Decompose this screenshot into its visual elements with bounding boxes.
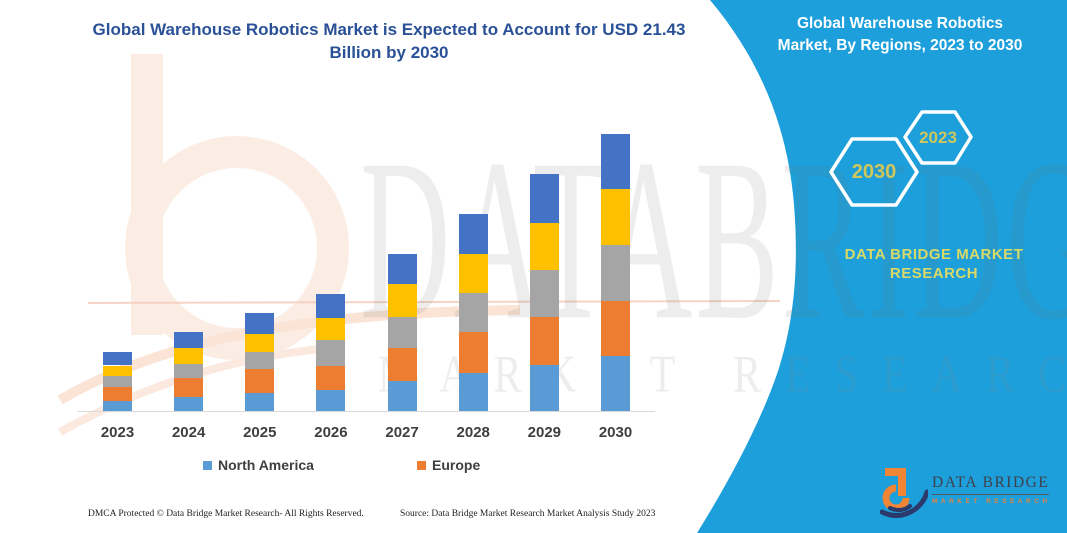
bar-2023-segment-unlabeled-darkblue (103, 352, 132, 366)
bar-2026-segment-Europe (316, 365, 346, 390)
bar-2023-segment-Europe (103, 387, 132, 402)
bar-2027-segment-Europe (387, 347, 417, 382)
band-brand-line1: DATA BRIDGE MARKET (844, 246, 1024, 263)
bar-2026-segment-unlabeled-darkblue (316, 293, 346, 319)
chart-title: Global Warehouse Robotics Market is Expe… (58, 18, 720, 64)
x-tick-2026: 2026 (314, 424, 348, 441)
bar-2024-segment-North America (174, 396, 204, 412)
x-tick-2029: 2029 (527, 424, 562, 441)
band-title-line2: Market, By Regions, 2023 to 2030 (777, 37, 1023, 54)
band-title: Global Warehouse Robotics Market, By Reg… (752, 13, 1048, 57)
bar-2030-segment-unlabeled-gray (601, 245, 630, 302)
bar-2028-segment-North America (458, 372, 488, 412)
bar-2027-segment-unlabeled-yellow (387, 284, 417, 318)
bar-2028-segment-unlabeled-yellow (458, 253, 488, 293)
x-tick-2030: 2030 (598, 424, 633, 441)
logo-b-topbar (885, 468, 906, 476)
bar-2025-segment-North America (245, 392, 275, 412)
legend-swatch-icon (417, 460, 426, 470)
bar-2027-segment-unlabeled-gray (387, 317, 417, 348)
hexagon-2023-label: 2023 (919, 128, 957, 147)
chart-title-line1: Global Warehouse Robotics Market is Expe… (92, 20, 686, 39)
bar-2028-segment-unlabeled-darkblue (458, 214, 488, 254)
x-tick-2024: 2024 (171, 424, 206, 441)
bar-2029-segment-Europe (529, 317, 559, 366)
x-axis-line (78, 411, 655, 412)
bar-2023-segment-North America (103, 401, 132, 412)
bar-2024-segment-unlabeled-yellow (174, 348, 204, 364)
bar-2029-segment-unlabeled-darkblue (529, 174, 559, 223)
footer-source: Source: Data Bridge Market Research Mark… (400, 509, 656, 519)
hexagon-2030-label: 2030 (851, 161, 897, 183)
bar-2026-segment-unlabeled-gray (316, 340, 346, 366)
bar-2025-segment-unlabeled-yellow (245, 333, 275, 353)
logo-b-bowl (882, 484, 910, 512)
bar-2026-segment-North America (316, 389, 346, 412)
hexagon-2030-icon (829, 137, 919, 207)
legend-item-europe: Europe (417, 457, 480, 473)
bar-2025-segment-unlabeled-darkblue (245, 313, 275, 334)
band-brand-line2: RESEARCH (889, 265, 979, 282)
bar-2024-segment-unlabeled-darkblue (174, 332, 204, 348)
legend-swatch-icon (203, 460, 212, 470)
bar-2024-segment-Europe (174, 377, 204, 397)
watermark-b-bowl (125, 136, 349, 360)
bar-2023-segment-unlabeled-yellow (103, 365, 132, 377)
bar-2024-segment-unlabeled-gray (174, 363, 204, 378)
x-tick-2025: 2025 (243, 424, 277, 441)
logo-swoosh (880, 489, 928, 518)
legend-item-north-america: North America (203, 457, 314, 473)
logo-subtitle: MARKET RESEARCH (932, 498, 1051, 505)
bar-2025-segment-Europe (245, 368, 275, 393)
data-bridge-logo-icon (880, 468, 928, 518)
legend-label: North America (218, 457, 314, 473)
side-band-shape (697, 0, 1067, 533)
hexagon-2023-icon (903, 110, 973, 165)
bar-2028-segment-unlabeled-gray (458, 292, 488, 333)
logo-b-stem (898, 468, 906, 496)
footer-dmca: DMCA Protected © Data Bridge Market Rese… (88, 509, 364, 519)
bar-2030-segment-Europe (601, 301, 630, 357)
bar-2030-segment-unlabeled-yellow (601, 188, 630, 246)
bar-2023-segment-unlabeled-gray (103, 376, 132, 387)
bar-2029-segment-unlabeled-gray (529, 270, 559, 318)
bar-2029-segment-North America (529, 365, 559, 412)
legend-label: Europe (432, 457, 481, 473)
x-tick-2027: 2027 (385, 424, 419, 441)
bar-2027-segment-North America (387, 381, 417, 412)
band-title-line1: Global Warehouse Robotics (796, 15, 1004, 32)
logo-swoosh-2 (888, 504, 912, 513)
x-tick-2028: 2028 (456, 424, 490, 441)
bar-2030-segment-unlabeled-darkblue (601, 134, 630, 189)
bar-2026-segment-unlabeled-yellow (316, 318, 346, 341)
bar-2025-segment-unlabeled-gray (245, 352, 275, 369)
bar-2027-segment-unlabeled-darkblue (387, 253, 417, 285)
band-brand-text: DATA BRIDGE MARKET RESEARCH (808, 245, 1060, 283)
chart-title-line2: Billion by 2030 (329, 43, 449, 62)
bar-2028-segment-Europe (458, 332, 488, 373)
data-bridge-logo-text: DATA BRIDGE MARKET RESEARCH (932, 474, 1051, 505)
bar-2029-segment-unlabeled-yellow (529, 222, 559, 270)
watermark-underline (87, 300, 781, 304)
x-tick-2023: 2023 (100, 424, 135, 441)
logo-title: DATA BRIDGE (932, 474, 1050, 495)
bar-2030-segment-North America (601, 356, 630, 412)
